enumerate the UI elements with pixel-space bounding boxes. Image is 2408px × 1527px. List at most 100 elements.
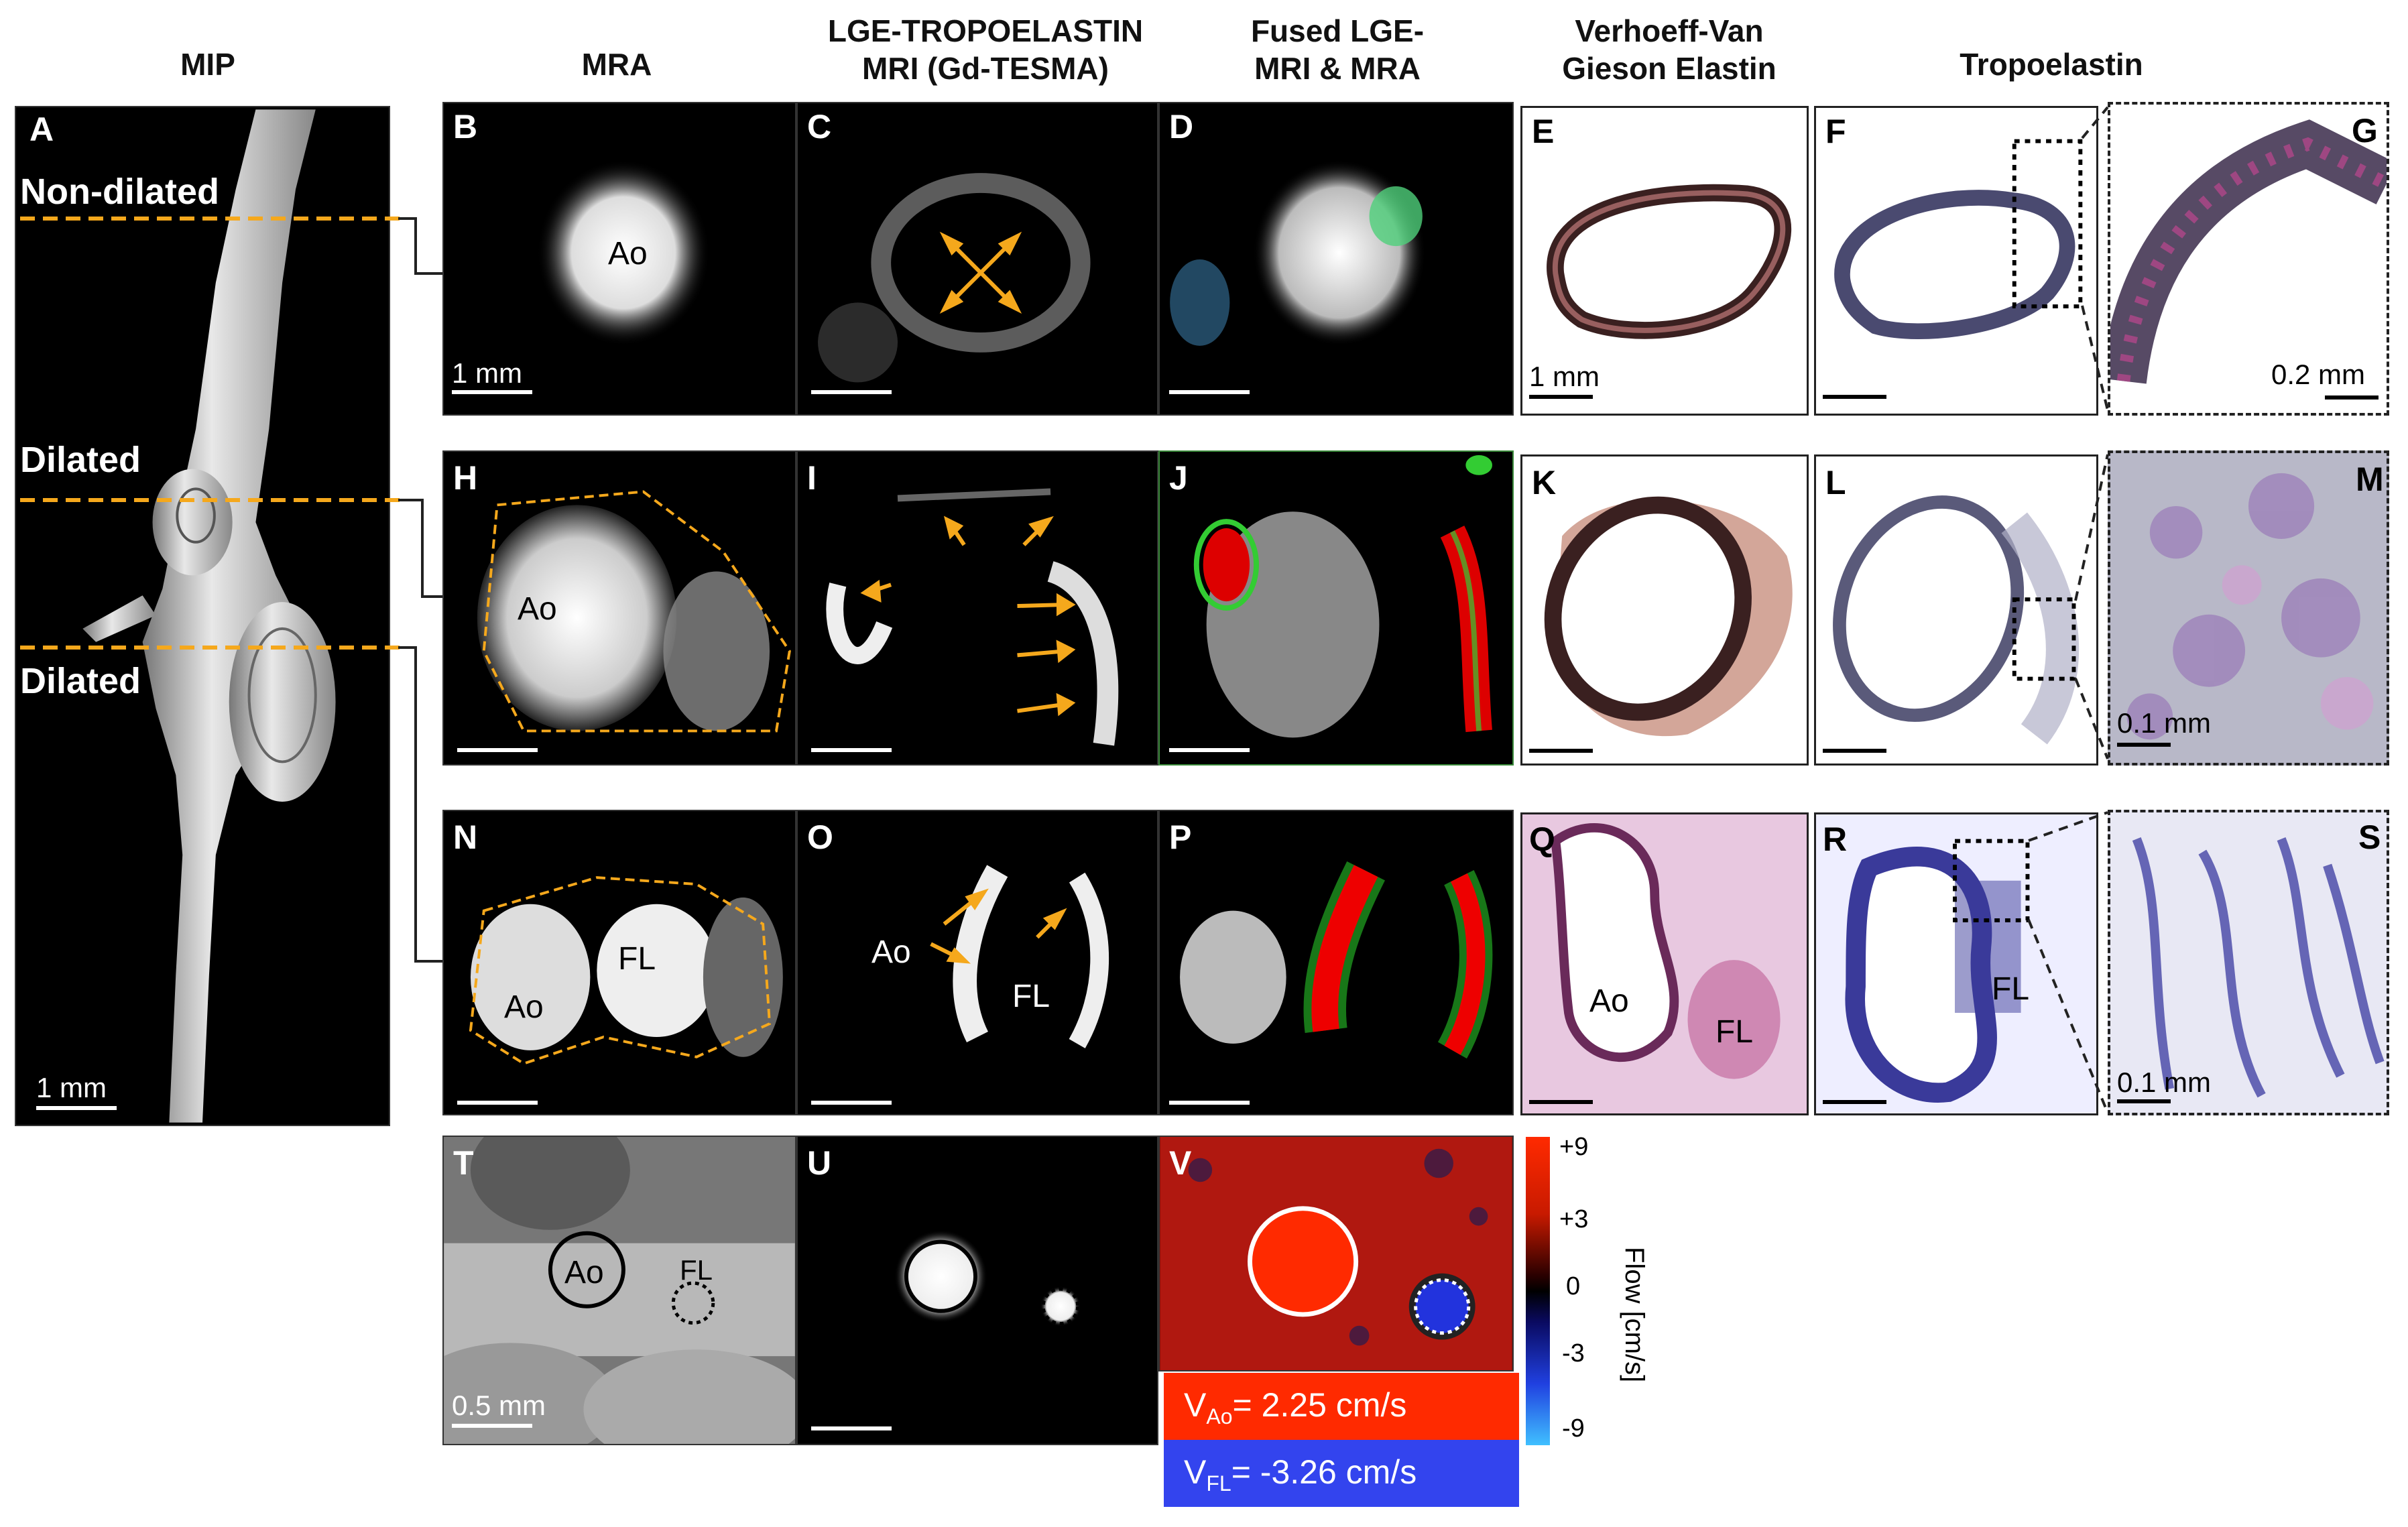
panel-letter-q: Q [1529, 820, 1555, 858]
panel-letter-b: B [453, 108, 478, 145]
scale-text-g: 0.2 mm [2271, 359, 2366, 390]
connector-row3 [398, 646, 442, 963]
arrows-i [860, 515, 1076, 717]
panel-letter-m: M [2356, 461, 2384, 498]
panel-letter-j: J [1169, 459, 1188, 497]
level-label-dilated-1: Dilated [20, 440, 141, 480]
panel-k-vvg: K [1520, 454, 1809, 766]
scale-bar-k [1529, 749, 1593, 753]
velocity-fl-v: V [1184, 1453, 1207, 1491]
scale-text-e: 1 mm [1529, 361, 1600, 392]
colorbar-title: Flow [cm/s] [1620, 1247, 1649, 1383]
scale-bar-i [811, 748, 892, 752]
scale-bar-o [811, 1101, 892, 1105]
velocity-fl-box: VFL= -3.26 cm/s [1164, 1440, 1519, 1507]
panel-a-mip: A Non-dilated Dilated Dilated 1 mm [15, 106, 390, 1126]
velocity-fl-value: = -3.26 cm/s [1231, 1453, 1417, 1491]
header-mra: MRA [581, 47, 652, 82]
scale-bar-j [1169, 748, 1250, 752]
colorbar-tick-0: 0 [1566, 1272, 1581, 1300]
panel-s-tropo-zoom: S 0.1 mm [2108, 810, 2389, 1115]
scale-bar-t [452, 1424, 532, 1428]
label-fl-q: FL [1715, 1014, 1754, 1050]
label-ao-n: Ao [504, 989, 544, 1025]
panel-letter-o: O [807, 818, 833, 856]
panel-h-mra: H Ao [442, 450, 796, 766]
scale-bar-q [1529, 1100, 1593, 1104]
panel-p-fused: P [1158, 810, 1514, 1115]
panel-b-mra: B Ao 1 mm [442, 102, 796, 416]
panel-letter-r: R [1823, 820, 1848, 858]
panel-letter-u: U [807, 1144, 832, 1182]
colorbar-tick-p3: +3 [1559, 1205, 1589, 1233]
aorta-mip-render [82, 109, 336, 1123]
panel-letter-p: P [1169, 818, 1192, 856]
header-lge-line2: MRI (Gd-TESMA) [862, 51, 1109, 86]
header-vvg-line2: Gieson Elastin [1562, 51, 1777, 86]
header-fused-line2: MRI & MRA [1254, 51, 1421, 86]
velocity-ao-v: V [1184, 1386, 1207, 1424]
label-ao-b: Ao [608, 236, 648, 271]
panel-letter-h: H [453, 459, 478, 497]
panel-u-mri: U [796, 1136, 1158, 1445]
panel-letter-c: C [807, 108, 832, 145]
label-ao-q: Ao [1589, 983, 1629, 1019]
panel-letter-t: T [453, 1144, 474, 1182]
scale-bar-r [1823, 1100, 1886, 1104]
header-lge-line1: LGE-TROPOELASTIN [827, 13, 1144, 48]
velocity-ao-value: = 2.25 cm/s [1232, 1386, 1407, 1424]
panel-r-tropo: R FL [1814, 812, 2098, 1115]
panel-letter-k: K [1532, 464, 1557, 501]
header-fused: Fused LGE- MRI & MRA [1193, 12, 1482, 87]
panel-n-mra: N Ao FL [442, 810, 796, 1115]
label-fl-n: FL [618, 941, 656, 977]
scale-bar-l [1823, 749, 1886, 753]
colorbar-tick-m3: -3 [1562, 1339, 1585, 1367]
panel-l-tropo: L [1814, 454, 2098, 766]
panel-m-tropo-zoom: M 0.1 mm [2108, 450, 2389, 766]
colorbar-tick-p9: +9 [1559, 1133, 1589, 1161]
header-lge: LGE-TROPOELASTIN MRI (Gd-TESMA) [778, 12, 1193, 87]
header-vvg: Verhoeff-Van Gieson Elastin [1522, 12, 1817, 87]
scale-bar-c [811, 390, 892, 394]
label-ao-h: Ao [518, 591, 557, 627]
velocity-fl-sub: FL [1206, 1471, 1231, 1495]
panel-f-tropo: F [1814, 106, 2098, 416]
scale-bar-m [2117, 743, 2171, 747]
panel-letter-n: N [453, 818, 478, 856]
scale-text-b: 1 mm [452, 357, 522, 389]
panel-letter-a: A [29, 111, 54, 148]
panel-e-vvg: E 1 mm [1520, 106, 1809, 416]
velocity-ao-box: VAo= 2.25 cm/s [1164, 1373, 1519, 1440]
header-fused-line1: Fused LGE- [1250, 13, 1425, 48]
panel-letter-v: V [1169, 1144, 1192, 1182]
label-ao-t: Ao [564, 1255, 604, 1290]
header-vvg-line1: Verhoeff-Van [1575, 13, 1764, 48]
panel-letter-f: F [1825, 113, 1846, 150]
scale-text-m: 0.1 mm [2117, 707, 2212, 739]
panel-q-he: Q Ao FL [1520, 812, 1809, 1115]
arrows-o [930, 888, 1067, 964]
header-mip: MIP [180, 47, 235, 82]
scale-bar-u [811, 1426, 892, 1430]
panel-v-flow: V [1158, 1136, 1514, 1371]
panel-c-lge: C [796, 102, 1158, 416]
scale-bar-g [2325, 395, 2379, 400]
panel-t-mri: T Ao FL 0.5 mm [442, 1136, 796, 1445]
panel-letter-g: G [2352, 112, 2378, 149]
panel-g-tropo-zoom: G 0.2 mm [2108, 102, 2389, 416]
panel-letter-e: E [1532, 113, 1555, 150]
scale-bar-p [1169, 1101, 1250, 1105]
panel-j-fused: J [1158, 450, 1514, 766]
colorbar-tick-m9: -9 [1562, 1414, 1585, 1443]
panel-letter-d: D [1169, 108, 1194, 145]
scale-text-a: 1 mm [36, 1072, 107, 1103]
scale-bar-d [1169, 390, 1250, 394]
label-fl-t: FL [680, 1254, 713, 1286]
velocity-ao-sub: Ao [1206, 1404, 1233, 1428]
panel-o-lge: O Ao FL [796, 810, 1158, 1115]
arrow-cross-c [939, 231, 1022, 314]
scale-bar-s [2117, 1099, 2171, 1103]
level-label-dilated-2: Dilated [20, 661, 141, 701]
panel-i-lge: I [796, 450, 1158, 766]
